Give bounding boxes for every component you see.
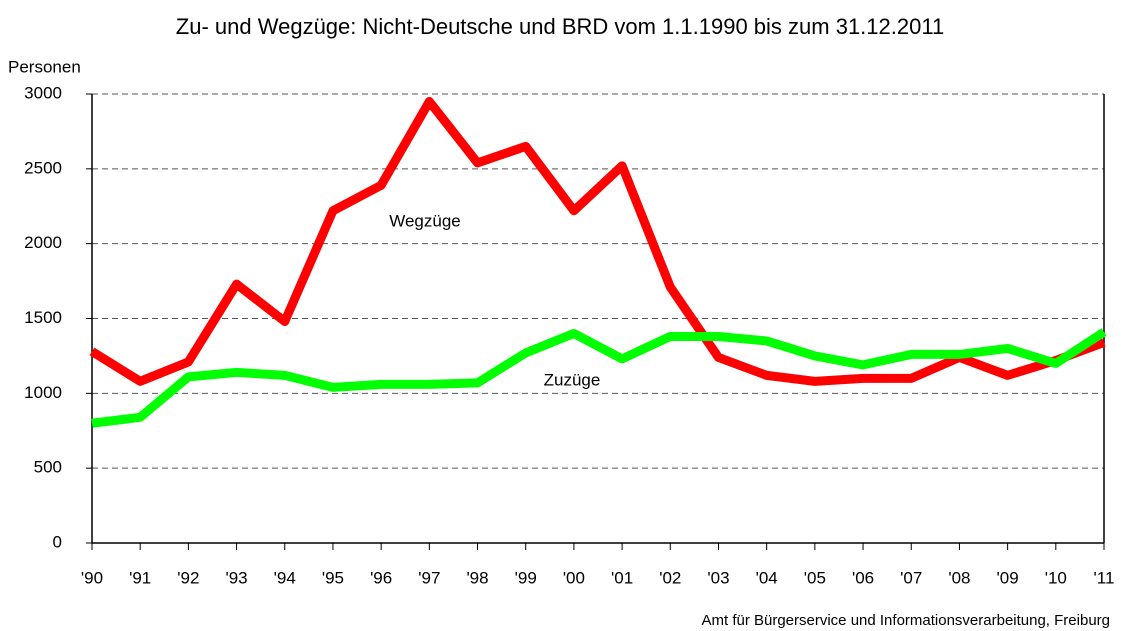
y-axis-label: Personen: [8, 57, 81, 76]
x-tick-label: '08: [948, 568, 970, 587]
chart-title: Zu- und Wegzüge: Nicht-Deutsche und BRD …: [176, 14, 944, 39]
x-tick-label: '03: [707, 568, 729, 587]
x-tick-label: '94: [274, 568, 296, 587]
x-tick-label: '91: [129, 568, 151, 587]
y-tick-label: 500: [34, 458, 62, 477]
x-tick-label: '93: [225, 568, 247, 587]
x-tick-label: '00: [563, 568, 585, 587]
x-tick-label: '06: [852, 568, 874, 587]
series-label: Wegzüge: [389, 211, 461, 230]
source-note: Amt für Bürgerservice und Informationsve…: [701, 612, 1110, 629]
x-tick-label: '09: [997, 568, 1019, 587]
x-tick-label: '04: [756, 568, 778, 587]
line-series: [91, 328, 1107, 428]
x-tick-label: '01: [611, 568, 633, 587]
y-tick-label: 0: [53, 532, 62, 551]
x-tick-label: '95: [322, 568, 344, 587]
x-tick-label: '07: [900, 568, 922, 587]
x-tick-label: '11: [1094, 568, 1115, 587]
y-tick-label: 3000: [24, 83, 62, 102]
x-tick-label: '99: [515, 568, 537, 587]
x-tick-label: '98: [466, 568, 488, 587]
x-tick-label: '10: [1045, 568, 1067, 587]
y-tick-label: 2500: [24, 158, 62, 177]
series-label: Zuzüge: [544, 370, 601, 389]
x-tick-label: '90: [81, 568, 103, 587]
x-tick-label: '02: [659, 568, 681, 587]
line-series: [89, 96, 1106, 386]
x-tick-label: '05: [804, 568, 826, 587]
x-tick-label: '92: [177, 568, 199, 587]
x-tick-label: '96: [370, 568, 392, 587]
y-tick-label: 1000: [24, 383, 62, 402]
y-tick-label: 1500: [24, 308, 62, 327]
x-tick-label: '97: [418, 568, 440, 587]
y-tick-label: 2000: [24, 233, 62, 252]
